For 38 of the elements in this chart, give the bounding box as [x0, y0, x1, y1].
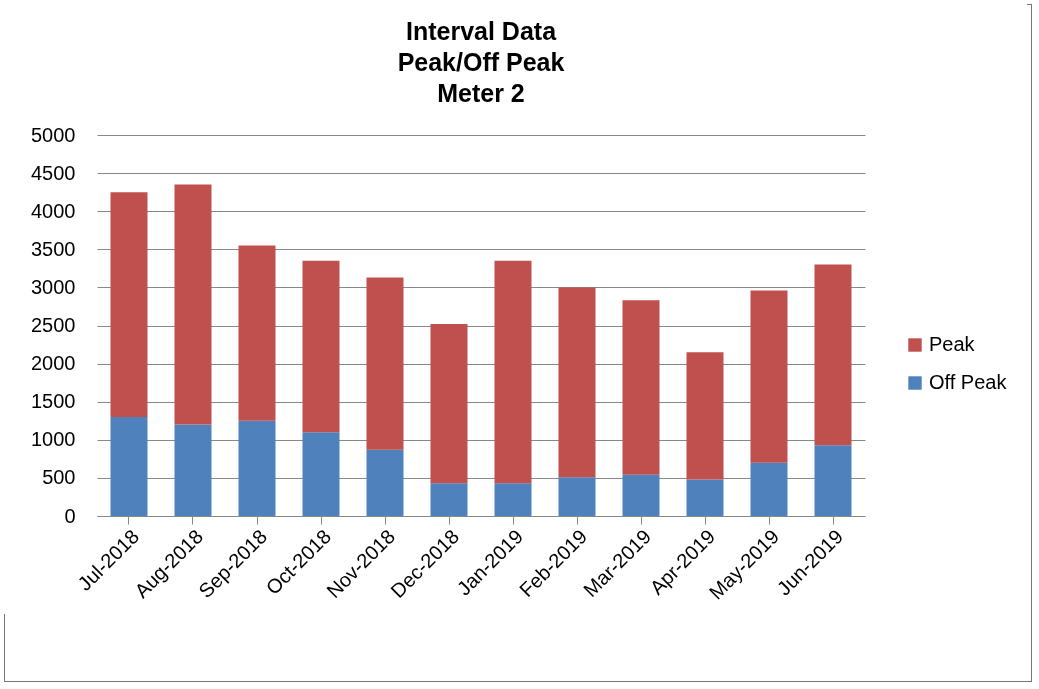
- bar: [366, 449, 404, 516]
- bar: [430, 323, 468, 484]
- y-tick-label: 4000: [31, 199, 76, 222]
- bar: [110, 416, 148, 516]
- y-tick-label: 0: [64, 504, 76, 527]
- bar: [494, 483, 532, 516]
- bar: [814, 445, 852, 516]
- bar: [750, 462, 788, 516]
- bar: [686, 479, 724, 516]
- bar: [750, 290, 788, 463]
- y-tick-label: 3500: [31, 237, 76, 260]
- bar: [302, 260, 340, 433]
- bar: [366, 277, 404, 450]
- bar: [174, 424, 212, 516]
- bar: [686, 352, 724, 480]
- bar: [110, 192, 148, 417]
- bar: [622, 474, 660, 516]
- bar: [494, 260, 532, 484]
- y-tick-label: 1500: [31, 390, 76, 413]
- bar: [238, 420, 276, 516]
- bar: [814, 264, 852, 446]
- bar: [174, 184, 212, 425]
- y-tick-label: 5000: [31, 123, 76, 146]
- y-tick-label: 500: [42, 466, 76, 489]
- y-tick-label: 4500: [31, 161, 76, 184]
- y-tick-label: 3000: [31, 275, 76, 298]
- bar: [558, 287, 596, 478]
- bar: [558, 477, 596, 516]
- y-tick-label: 1000: [31, 428, 76, 451]
- legend-label: Peak: [929, 333, 976, 355]
- y-tick-label: 2000: [31, 352, 76, 375]
- chart-title: Interval Data Peak/Off Peak Meter 2: [397, 17, 565, 107]
- bar: [238, 245, 276, 421]
- bar: [302, 432, 340, 516]
- legend-label: Off Peak: [929, 371, 1008, 393]
- bar: [622, 300, 660, 475]
- bar: [430, 483, 468, 516]
- y-tick-label: 2500: [31, 314, 76, 336]
